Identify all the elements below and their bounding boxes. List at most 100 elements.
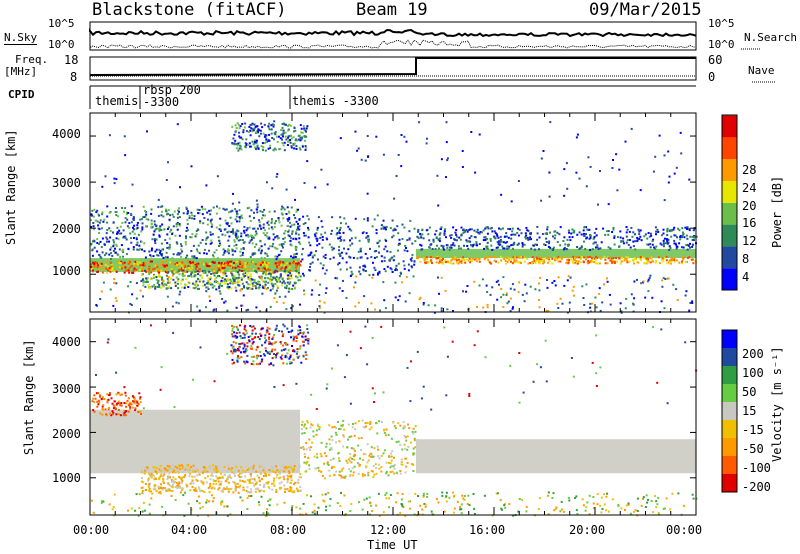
power-cell: [340, 251, 343, 254]
power-cell: [205, 252, 208, 255]
power-cell: [502, 276, 505, 279]
velocity-cell: [249, 347, 252, 350]
power-cell: [90, 268, 93, 270]
velocity-cell: [234, 475, 236, 477]
power-cell: [174, 270, 177, 273]
velocity-cell: [201, 490, 204, 492]
velocity-cell: [511, 514, 514, 517]
power-cell: [299, 139, 302, 142]
velocity-cell: [125, 402, 128, 405]
power-cell: [221, 270, 224, 273]
power-cell: [625, 256, 628, 258]
power-cell: [197, 244, 200, 247]
power-cell: [529, 236, 532, 239]
velocity-cell: [228, 467, 230, 470]
power-cell: [498, 227, 500, 230]
velocity-cell: [157, 470, 160, 473]
power-cell: [559, 226, 562, 229]
power-cell: [128, 271, 131, 274]
velocity-cell: [522, 391, 525, 394]
power-colorbar-segment: [722, 159, 737, 181]
power-cell: [176, 262, 179, 265]
velocity-cell: [255, 470, 258, 473]
power-cell: [218, 242, 221, 245]
velocity-cell: [99, 394, 102, 397]
velocity-cell: [264, 334, 267, 337]
velocity-cell: [466, 503, 469, 505]
velocity-cell: [603, 503, 606, 506]
power-cell: [165, 266, 168, 269]
power-cell: [204, 271, 207, 274]
power-cell: [350, 237, 353, 240]
power-cell: [229, 269, 232, 272]
power-cell: [245, 262, 248, 264]
power-cell: [538, 282, 540, 285]
velocity-cell: [348, 458, 350, 461]
velocity-cell: [227, 475, 229, 478]
power-cell: [249, 256, 252, 258]
velocity-cell: [253, 327, 256, 330]
power-cell: [211, 261, 214, 264]
power-cell: [201, 208, 204, 211]
power-cell: [132, 269, 135, 272]
power-cell: [182, 269, 185, 272]
power-cell: [115, 282, 118, 285]
power-cell: [238, 201, 241, 204]
power-cell: [571, 228, 574, 231]
velocity-cell: [303, 432, 306, 434]
velocity-cell: [268, 504, 271, 507]
power-cell: [268, 237, 271, 240]
power-cell: [382, 153, 385, 156]
power-cell: [200, 205, 203, 208]
power-cell: [118, 261, 121, 264]
power-cell: [109, 236, 112, 239]
power-cell: [161, 248, 164, 251]
power-cell: [546, 286, 549, 289]
velocity-cell: [300, 428, 303, 430]
power-cell: [93, 265, 96, 268]
velocity-cell: [384, 494, 387, 496]
power-cell: [215, 226, 218, 229]
velocity-cell: [320, 441, 323, 444]
power-cell: [460, 260, 463, 263]
power-cell: [397, 154, 400, 156]
velocity-cell: [109, 412, 111, 415]
velocity-cell: [120, 404, 123, 407]
velocity-colorbar-segment: [722, 330, 737, 348]
power-cell: [129, 260, 131, 263]
velocity-cell: [214, 480, 217, 482]
power-cell: [223, 262, 225, 265]
power-cell: [469, 261, 472, 264]
power-cell: [110, 269, 113, 272]
power-cell: [122, 229, 125, 232]
power-cell: [246, 233, 249, 236]
power-cell: [647, 232, 650, 234]
velocity-cell: [285, 342, 288, 345]
cb1-tick-20: 20: [742, 199, 757, 213]
power-cell: [678, 242, 681, 245]
power-cell: [567, 261, 570, 264]
power-cell: [653, 246, 656, 249]
velocity-cell: [297, 490, 299, 493]
velocity-cell: [166, 464, 169, 467]
power-cell: [583, 240, 585, 243]
power-cell: [487, 256, 490, 259]
velocity-cell: [178, 485, 181, 488]
power-cell: [268, 210, 271, 213]
power-cell: [191, 217, 193, 220]
power-cell: [186, 223, 189, 226]
power-cell: [258, 275, 261, 278]
velocity-cell: [333, 426, 336, 428]
power-cell: [413, 227, 416, 230]
velocity-cell: [393, 456, 395, 459]
velocity-cell: [157, 487, 160, 490]
power-cell: [198, 287, 200, 290]
power-cell: [183, 274, 186, 277]
power-cell: [156, 282, 159, 285]
power-cell: [408, 292, 411, 295]
velocity-cell: [162, 487, 165, 489]
power-cell: [486, 226, 489, 229]
power-cell: [502, 227, 504, 230]
velocity-cell: [646, 501, 649, 504]
velocity-cell: [396, 492, 399, 495]
